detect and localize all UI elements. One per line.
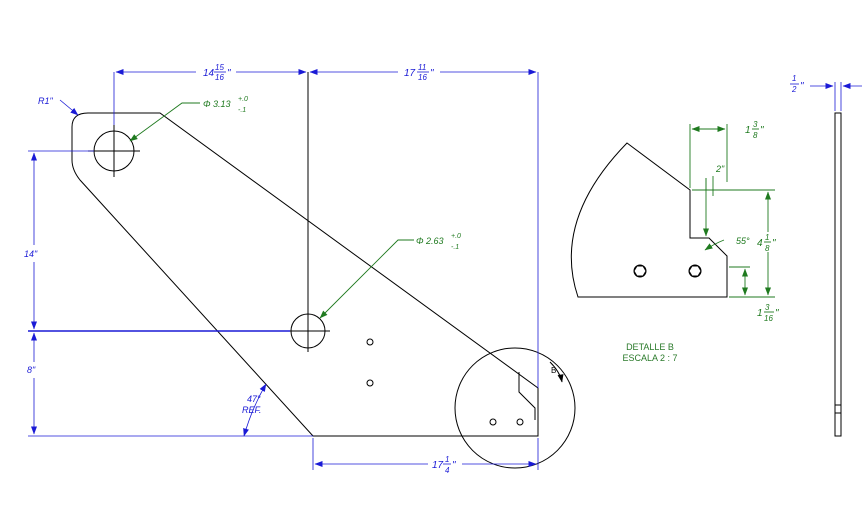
large-hole-leader xyxy=(129,102,200,142)
detail-dim-angle: 55° xyxy=(736,236,750,246)
dim-w2-whole: 17 xyxy=(404,68,416,79)
dim-radius: R1" xyxy=(38,96,54,106)
small-hole-3 xyxy=(489,418,497,426)
detail-label-line2: ESCALA 2 : 7 xyxy=(622,353,677,363)
small-hole-1 xyxy=(366,338,374,346)
dim-bottom-num: 1 xyxy=(445,455,449,464)
large-hole-tol-plus: +.0 xyxy=(238,96,248,103)
detail-dim-top-whole: 1 xyxy=(745,125,751,136)
mid-hole-tol-plus: +.0 xyxy=(451,233,461,240)
dim-angle-arc xyxy=(243,383,267,437)
dim-w1-inch: " xyxy=(227,68,231,79)
dim-h1: 14" xyxy=(24,249,38,259)
mid-hole-leader xyxy=(319,239,414,319)
detail-dim-lower-inch: " xyxy=(775,308,779,319)
dim-bottom-whole: 17 xyxy=(432,460,444,471)
dim-h2: 8" xyxy=(27,365,36,375)
detail-dim-notch: 2" xyxy=(715,164,725,174)
detail-arrow xyxy=(549,361,564,383)
detail-dim-height-whole: 4 xyxy=(757,238,763,249)
dim-w2-inch: " xyxy=(430,68,434,79)
dim-bottom-den: 4 xyxy=(445,466,450,475)
detail-dim-height-inch: " xyxy=(772,238,776,249)
mid-hole-tol-minus: -.1 xyxy=(451,244,459,251)
mid-hole-dia: Φ 2.63 xyxy=(416,236,444,246)
side-plate xyxy=(834,112,842,437)
side-view: 1 2 " xyxy=(790,74,862,437)
large-hole-dia: Φ 3.13 xyxy=(203,99,231,109)
detail-dim-height-num: 1 xyxy=(765,233,769,242)
detail-circle xyxy=(454,347,576,469)
detail-dim-top-den: 8 xyxy=(753,131,758,140)
side-dim-den: 2 xyxy=(791,85,797,94)
plate-notch xyxy=(518,372,536,420)
plate-outline xyxy=(71,112,539,437)
detail-hole-1-hex xyxy=(633,265,647,277)
small-hole-4 xyxy=(516,418,524,426)
detail-outline xyxy=(570,142,728,298)
dim-w1-num: 15 xyxy=(215,63,224,72)
dim-w2-den: 16 xyxy=(418,73,427,82)
dim-angle: 47° xyxy=(247,394,261,404)
dim-angle-ref: REF. xyxy=(242,405,261,415)
detail-dim-top-num: 3 xyxy=(753,120,758,129)
detail-dim-height-den: 8 xyxy=(765,244,770,253)
detail-angle-arc xyxy=(704,239,725,251)
dim-w2-num: 11 xyxy=(418,63,426,72)
detail-view: 1 3 8 " 2" 55° 4 1 8 " 1 3 16 " DETALLE … xyxy=(570,120,779,363)
detail-dim-lower-den: 16 xyxy=(764,314,773,323)
small-hole-2 xyxy=(366,379,374,387)
dim-radius-leader xyxy=(59,99,79,116)
side-dim-num: 1 xyxy=(792,74,796,83)
dim-w1-den: 16 xyxy=(215,73,224,82)
dim-w1-whole: 14 xyxy=(203,68,215,79)
side-dim-inch: " xyxy=(800,81,804,92)
detail-dim-lower-whole: 1 xyxy=(757,308,763,319)
detail-label-line1: DETALLE B xyxy=(626,342,674,352)
detail-hole-1 xyxy=(633,264,647,278)
dim-bottom-inch: " xyxy=(452,460,456,471)
detail-hole-2 xyxy=(688,264,702,278)
main-view: B 14 15 16 " 17 11 16 " R1" 14" 8" 47° xyxy=(24,63,576,475)
large-hole-tol-minus: -.1 xyxy=(238,107,246,114)
detail-hole-2-hex xyxy=(688,265,702,277)
detail-dim-lower-num: 3 xyxy=(765,303,770,312)
detail-dim-top-inch: " xyxy=(760,125,764,136)
detail-marker: B xyxy=(551,366,556,375)
